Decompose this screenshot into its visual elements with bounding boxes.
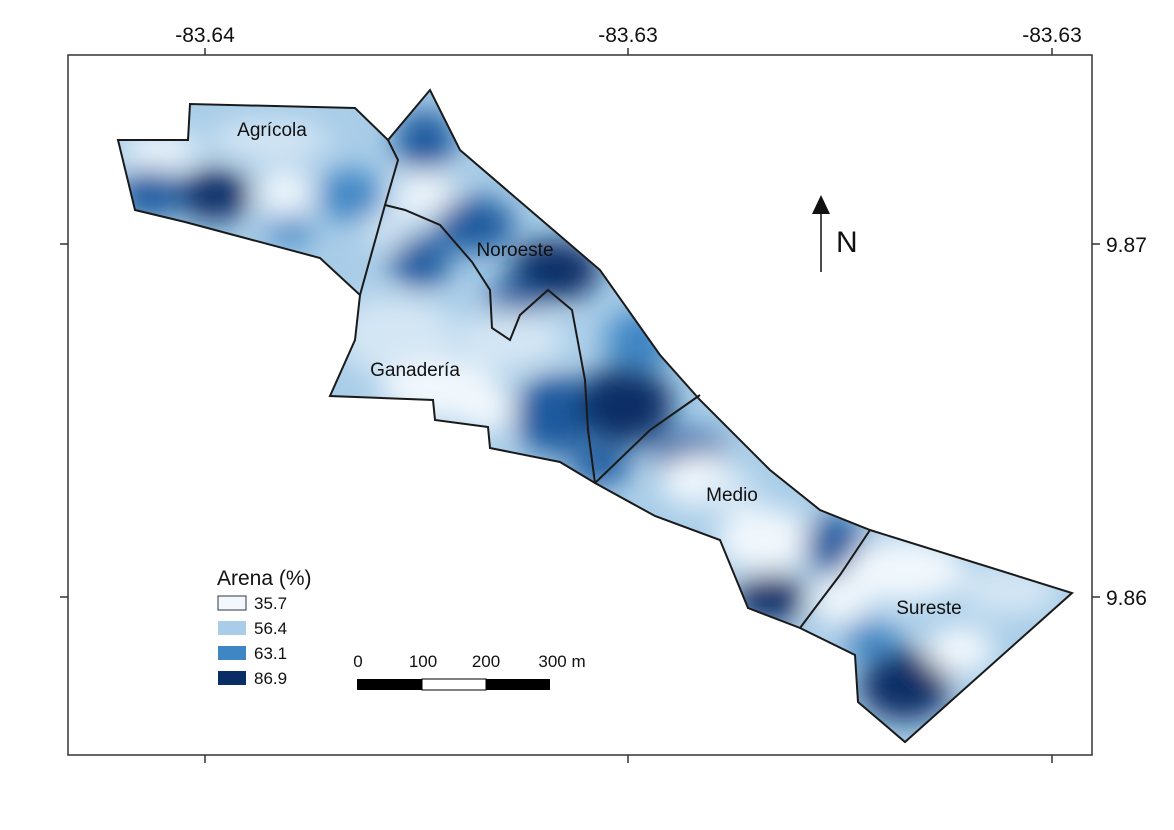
study-area-boundary	[116, 88, 1074, 744]
north-arrow: N	[812, 195, 858, 272]
scale-segment	[357, 679, 422, 690]
scale-segment	[486, 679, 550, 690]
zone-label-ganaderia: Ganadería	[370, 360, 460, 381]
legend-title: Arena (%)	[217, 567, 312, 590]
north-label: N	[836, 226, 858, 259]
zone-label-medio: Medio	[706, 485, 758, 506]
scale-segment	[421, 678, 487, 691]
y-tick-label: 9.86	[1106, 587, 1147, 610]
zone-label-agricola: Agrícola	[237, 120, 307, 141]
north-arrow-head-icon	[812, 195, 830, 214]
legend: Arena (%) 35.7 56.4 63.1 86.9	[217, 567, 312, 688]
legend-label: 86.9	[254, 669, 287, 688]
zone-boundary-corridor-medio	[594, 394, 701, 484]
zone-boundary-medio-sureste	[799, 529, 871, 629]
legend-swatch	[218, 646, 246, 660]
legend-swatch	[218, 621, 246, 635]
scale-label: 200	[472, 652, 500, 671]
scale-label: 100	[409, 652, 437, 671]
zone-label-sureste: Sureste	[896, 598, 961, 619]
scale-bar: 0 100 200 300 m	[353, 652, 586, 691]
x-tick-label: -83.63	[1022, 24, 1082, 47]
legend-label: 56.4	[254, 619, 287, 638]
zone-boundary-agricola-noroeste	[359, 139, 400, 296]
legend-swatch	[217, 595, 247, 611]
zone-label-noroeste: Noroeste	[476, 240, 553, 261]
x-tick-label: -83.64	[175, 24, 235, 47]
legend-label: 63.1	[254, 644, 287, 663]
scale-label: 0	[353, 652, 362, 671]
zone-boundary-noroeste-ganaderia	[384, 204, 596, 484]
y-tick-label: 9.87	[1106, 234, 1147, 257]
x-tick-label: -83.63	[598, 24, 658, 47]
legend-swatch	[218, 671, 246, 685]
scale-label: 300 m	[538, 652, 585, 671]
legend-label: 35.7	[254, 594, 287, 613]
